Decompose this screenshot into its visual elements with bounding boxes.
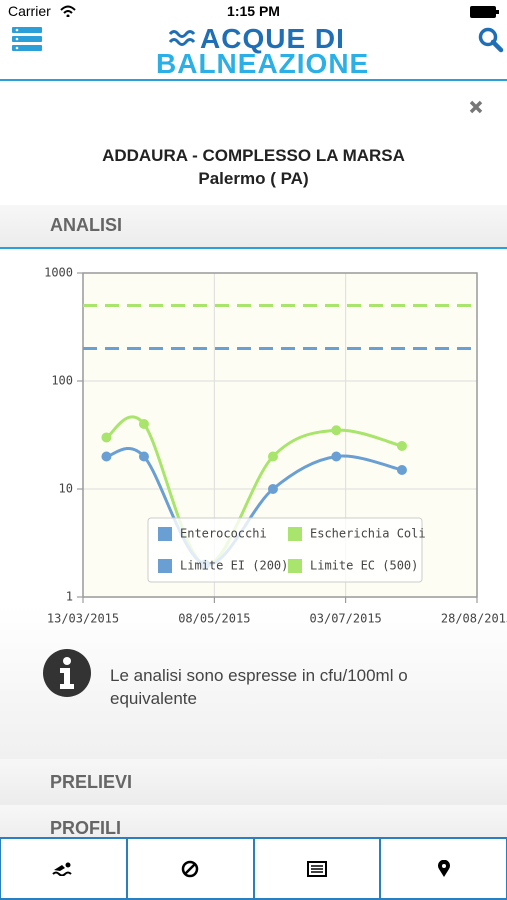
- data-point: [396, 441, 407, 452]
- x-tick-label: 28/08/2015: [441, 612, 507, 626]
- data-point: [396, 464, 407, 475]
- search-button[interactable]: [478, 27, 504, 53]
- tab-map[interactable]: [380, 837, 507, 900]
- carrier: Carrier: [8, 3, 51, 19]
- data-point: [267, 451, 278, 462]
- swim-icon: [52, 862, 73, 876]
- logo-line1: ACQUE DI: [200, 23, 345, 54]
- tab-forbidden[interactable]: [126, 837, 254, 900]
- data-point: [101, 432, 112, 443]
- note-text: Le analisi sono espresse in cfu/100ml o …: [110, 666, 408, 708]
- plot-border: [82, 272, 478, 598]
- chart: 1 10 100 1000 13/03/2015 08/05/2015 03/07/2015…: [44, 266, 507, 626]
- tab-swim[interactable]: [0, 837, 127, 900]
- tab-bar: [0, 837, 507, 900]
- legend-box: [147, 517, 423, 583]
- y-tick-label: 1000: [44, 266, 73, 280]
- section-analisi[interactable]: ANALISI: [0, 205, 507, 249]
- legend-label: Escherichia Coli: [310, 527, 426, 541]
- data-point: [267, 484, 278, 494]
- menu-button[interactable]: [12, 27, 42, 51]
- legend-label: Limite EI (200): [180, 559, 288, 573]
- status-bar: Carrier 1:15 PM: [0, 0, 507, 22]
- header: ACQUE DI BALNEAZIONE: [0, 22, 507, 81]
- logo-line2: BALNEAZIONE: [156, 48, 370, 79]
- location-name: ADDAURA - COMPLESSO LA MARSA: [102, 146, 405, 165]
- legend-label: Enterococchi: [180, 527, 267, 541]
- data-point: [101, 451, 112, 462]
- legend-label: Limite EC (500): [310, 559, 418, 573]
- tab-news[interactable]: [253, 837, 381, 900]
- y-tick-label: 100: [51, 374, 73, 388]
- y-tick-label: 10: [59, 482, 73, 496]
- logo-waves: [168, 30, 196, 46]
- pin-icon: [437, 859, 450, 877]
- x-tick-label: 03/07/2015: [310, 612, 382, 626]
- wifi-icon: [60, 5, 76, 17]
- legend-marker: [158, 559, 172, 573]
- battery-icon: [470, 6, 499, 18]
- legend-marker: [158, 527, 172, 541]
- location-city: Palermo ( PA): [198, 169, 309, 188]
- detail-header: ADDAURA - COMPLESSO LA MARSA Palermo ( P…: [0, 82, 507, 205]
- x-tick-label: 08/05/2015: [178, 612, 250, 626]
- data-point: [138, 451, 149, 462]
- legend-marker: [288, 527, 302, 541]
- clock: 1:15 PM: [227, 3, 280, 19]
- data-point: [331, 451, 342, 462]
- data-point: [331, 425, 342, 436]
- legend-marker: [288, 559, 302, 573]
- section-prelievi[interactable]: PRELIEVI: [0, 759, 507, 805]
- close-button[interactable]: [469, 100, 483, 114]
- y-tick-label: 1: [66, 590, 73, 604]
- info-icon: [43, 649, 91, 697]
- news-icon: [306, 860, 327, 877]
- data-point: [138, 418, 149, 429]
- forbidden-icon: [181, 860, 199, 877]
- x-tick-label: 13/03/2015: [47, 612, 119, 626]
